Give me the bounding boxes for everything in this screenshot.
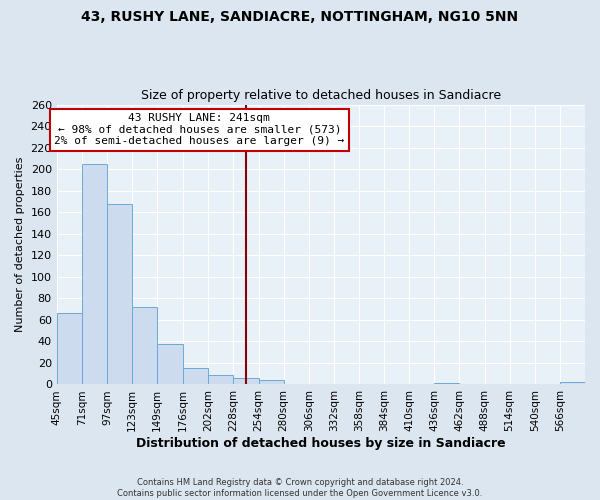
Y-axis label: Number of detached properties: Number of detached properties <box>15 157 25 332</box>
Title: Size of property relative to detached houses in Sandiacre: Size of property relative to detached ho… <box>141 89 501 102</box>
Text: 43 RUSHY LANE: 241sqm
← 98% of detached houses are smaller (573)
2% of semi-deta: 43 RUSHY LANE: 241sqm ← 98% of detached … <box>54 113 344 146</box>
Bar <box>56 314 82 384</box>
Bar <box>208 375 233 384</box>
Text: Contains HM Land Registry data © Crown copyright and database right 2024.
Contai: Contains HM Land Registry data © Crown c… <box>118 478 482 498</box>
Bar <box>233 378 259 384</box>
Bar <box>82 164 107 384</box>
Bar <box>132 307 157 384</box>
Bar <box>560 382 585 384</box>
Bar <box>107 204 132 384</box>
Bar <box>157 344 183 384</box>
Bar <box>183 368 208 384</box>
X-axis label: Distribution of detached houses by size in Sandiacre: Distribution of detached houses by size … <box>136 437 506 450</box>
Text: 43, RUSHY LANE, SANDIACRE, NOTTINGHAM, NG10 5NN: 43, RUSHY LANE, SANDIACRE, NOTTINGHAM, N… <box>82 10 518 24</box>
Bar <box>259 380 284 384</box>
